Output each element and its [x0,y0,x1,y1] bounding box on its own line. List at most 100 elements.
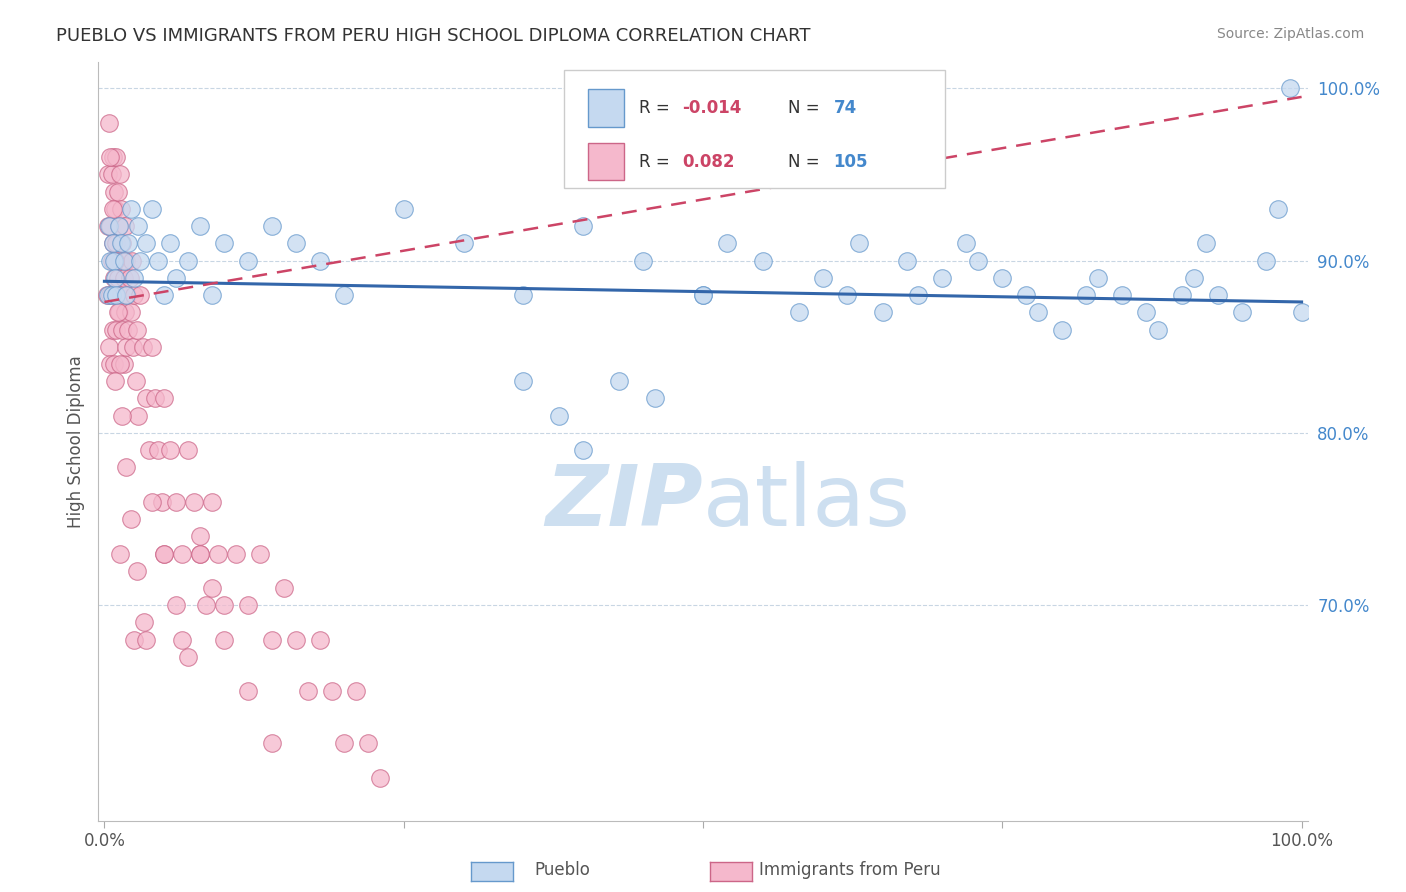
Point [105,288,128,302]
Text: 0.082: 0.082 [682,153,735,170]
Point [512,288,534,302]
Point [120,305,142,319]
Point [100,288,122,302]
Point [103,357,125,371]
Point [105,322,128,336]
Point [111,322,134,336]
Point [368,771,391,785]
Point [120,202,142,216]
Point [236,253,259,268]
Point [787,305,810,319]
Text: R =: R = [638,153,675,170]
Text: PUEBLO VS IMMIGRANTS FROM PERU HIGH SCHOOL DIPLOMA CORRELATION CHART: PUEBLO VS IMMIGRANTS FROM PERU HIGH SCHO… [56,27,811,45]
Point [1015,288,1038,302]
Point [260,632,283,647]
Point [344,684,367,698]
Point [104,270,127,285]
Point [188,529,211,543]
Point [100,168,122,182]
Point [1206,288,1229,302]
Point [100,288,122,302]
Point [104,202,127,216]
Point [165,599,187,613]
Point [111,409,134,423]
Point [114,305,136,319]
FancyBboxPatch shape [564,70,945,187]
Point [111,236,134,251]
Point [273,581,295,595]
Point [101,322,124,336]
Point [453,236,475,251]
Text: ZIP: ZIP [546,460,703,544]
Point [177,443,200,458]
Point [212,599,235,613]
Point [101,150,124,164]
Point [1074,288,1097,302]
Point [108,547,131,561]
Point [97,288,120,302]
Point [225,547,247,561]
Point [165,270,187,285]
Point [896,253,918,268]
Point [1171,288,1194,302]
Point [195,599,218,613]
Point [1278,81,1301,95]
Point [153,392,176,406]
Point [183,495,205,509]
Point [172,547,194,561]
Point [125,564,148,578]
Point [148,443,170,458]
Point [572,443,595,458]
Bar [588,89,624,128]
Point [107,219,129,234]
Point [188,547,211,561]
Point [107,270,129,285]
Point [692,288,714,302]
Text: R =: R = [638,99,675,118]
Point [1254,253,1277,268]
Point [135,236,157,251]
Point [110,236,132,251]
Point [103,253,125,268]
Point [333,736,356,750]
Point [907,288,929,302]
Point [132,615,155,630]
Point [1291,305,1313,319]
Point [110,288,132,302]
Point [188,547,211,561]
Point [141,202,163,216]
Point [110,202,132,216]
Point [104,374,127,388]
Point [121,253,143,268]
Point [120,512,142,526]
Point [1182,270,1205,285]
Point [104,288,127,302]
Point [631,253,654,268]
Point [1147,322,1170,336]
Point [607,374,630,388]
Point [108,253,131,268]
Point [150,495,173,509]
Point [112,357,135,371]
Point [107,305,129,319]
Point [115,460,138,475]
Point [1111,288,1133,302]
Text: Pueblo: Pueblo [534,861,591,879]
Point [692,288,714,302]
Point [98,116,121,130]
Point [201,288,224,302]
Point [309,253,332,268]
Point [177,253,200,268]
Point [112,253,135,268]
Point [249,547,271,561]
Point [172,632,194,647]
Point [100,253,122,268]
Point [991,270,1014,285]
Point [284,632,307,647]
Point [177,649,200,664]
Point [141,340,163,354]
Point [716,236,738,251]
Point [138,443,160,458]
Point [207,547,229,561]
Point [96,288,118,302]
